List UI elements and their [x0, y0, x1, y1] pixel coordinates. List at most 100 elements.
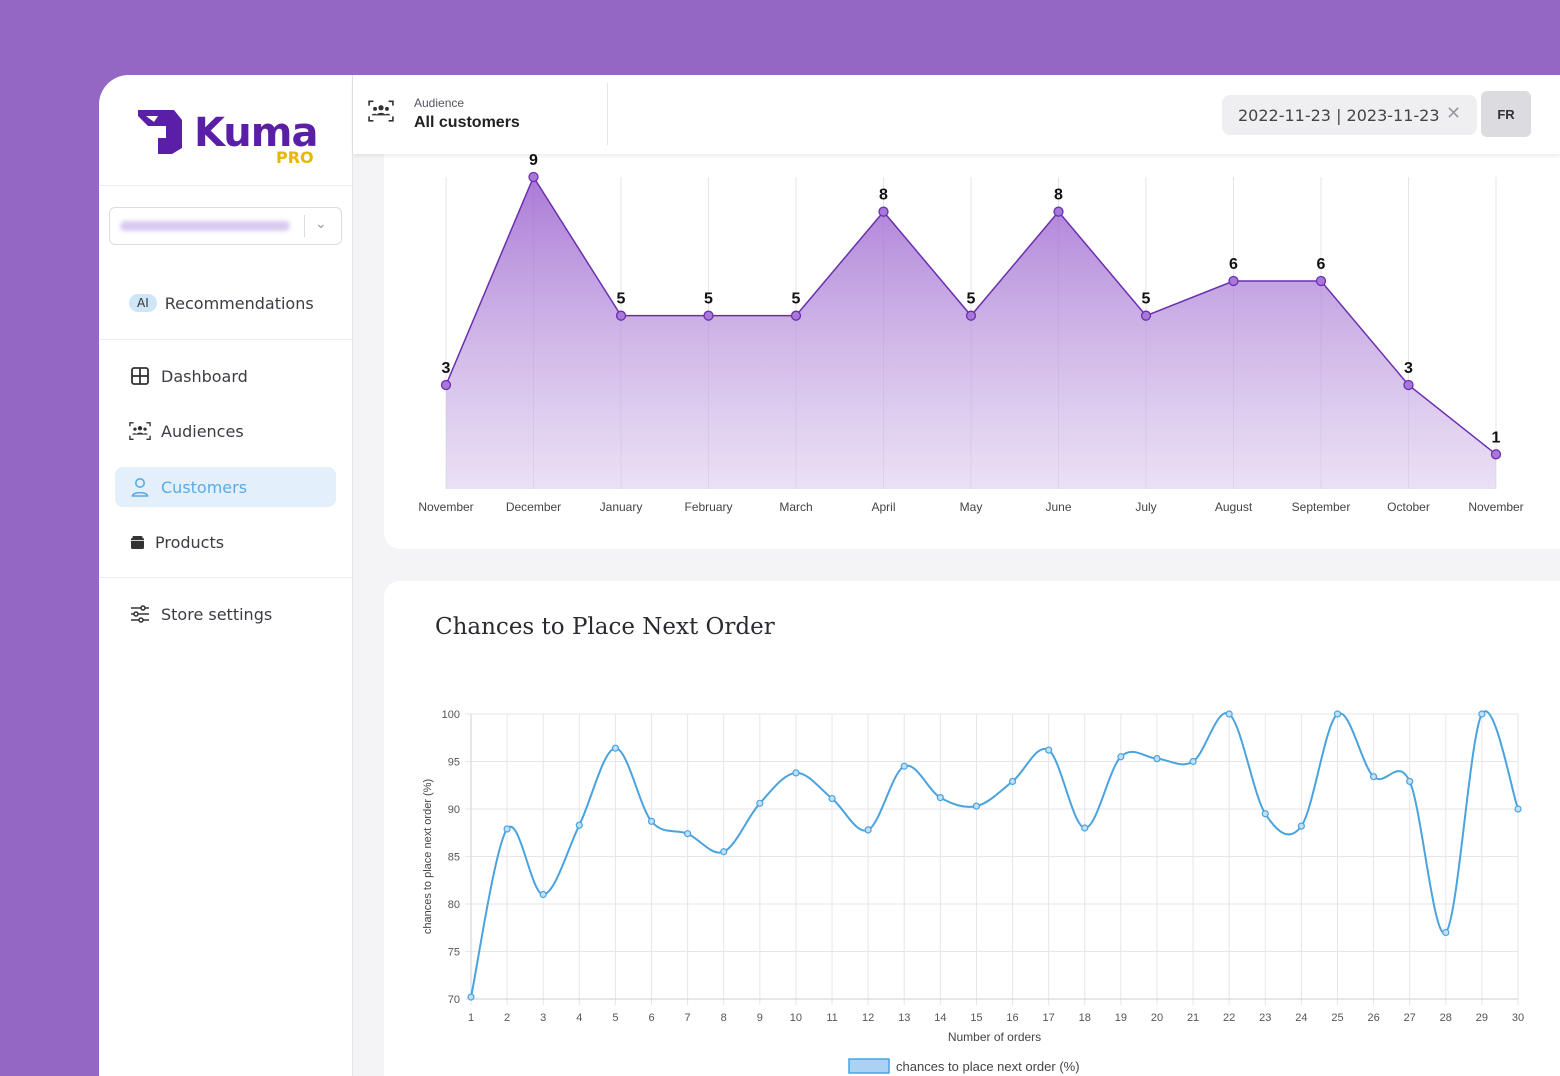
- data-point: [503, 825, 511, 833]
- data-point: [1403, 379, 1414, 391]
- data-point: [1008, 777, 1017, 786]
- data-point: [1406, 777, 1414, 786]
- y-tick-label: 75: [448, 947, 460, 959]
- x-tick-label: October: [1387, 500, 1430, 514]
- sidebar-item-store-settings[interactable]: Store settings: [115, 594, 336, 634]
- language-button[interactable]: FR: [1481, 91, 1531, 137]
- x-tick-label: November: [1468, 500, 1523, 514]
- x-tick-label: 23: [1259, 1012, 1271, 1024]
- ai-badge: AI: [129, 294, 157, 312]
- x-tick-label: January: [600, 500, 643, 514]
- sidebar-item-dashboard[interactable]: Dashboard: [115, 356, 336, 396]
- x-tick-label: 9: [757, 1012, 763, 1024]
- x-tick-label: 20: [1151, 1012, 1163, 1024]
- legend-swatch: [848, 1058, 890, 1074]
- top-bar: Audience All customers 2022-11-23 | 2023…: [353, 75, 1560, 154]
- x-tick-label: November: [418, 500, 473, 514]
- sidebar-item-label: Customers: [161, 477, 248, 497]
- close-icon[interactable]: ✕: [1446, 103, 1462, 123]
- x-tick-label: 24: [1295, 1012, 1307, 1024]
- x-tick-label: December: [506, 500, 561, 514]
- x-axis-label: Number of orders: [948, 1030, 1041, 1044]
- divider: [304, 215, 305, 237]
- data-point: [539, 890, 547, 899]
- data-label: 6: [1317, 256, 1326, 273]
- x-tick-label: 2: [504, 1012, 510, 1024]
- y-tick-label: 90: [448, 804, 460, 816]
- data-point: [1117, 753, 1125, 761]
- x-tick-label: 12: [862, 1012, 874, 1024]
- area-fill: [446, 177, 1496, 489]
- audience-selector[interactable]: All customers: [414, 114, 520, 131]
- data-label: 5: [617, 291, 626, 308]
- x-tick-label: 1: [468, 1012, 474, 1024]
- data-point: [1514, 805, 1522, 813]
- data-point: [575, 821, 583, 829]
- x-tick-label: 26: [1367, 1012, 1379, 1024]
- divider: [99, 577, 352, 578]
- data-label: 8: [1054, 187, 1063, 204]
- y-tick-label: 100: [442, 709, 460, 721]
- x-tick-label: 10: [790, 1012, 802, 1024]
- data-label: 5: [1142, 291, 1151, 308]
- x-tick-label: 21: [1187, 1012, 1199, 1024]
- audience-label: Audience: [414, 96, 465, 110]
- divider: [99, 339, 352, 340]
- sidebar-item-label: Dashboard: [161, 366, 248, 386]
- data-point: [1189, 757, 1197, 766]
- sidebar-item-customers[interactable]: Customers: [115, 467, 336, 507]
- brand-name: Kuma: [194, 110, 318, 156]
- divider: [607, 83, 608, 145]
- dashboard-icon: [129, 365, 151, 387]
- data-point: [878, 206, 889, 217]
- data-point: [440, 379, 452, 391]
- sidebar-item-products[interactable]: Products: [115, 522, 336, 562]
- kuma-logo-icon: [138, 110, 182, 154]
- data-label: 9: [529, 152, 538, 169]
- data-point: [1053, 206, 1064, 217]
- sidebar-item-audiences[interactable]: Audiences: [115, 411, 336, 451]
- sidebar-item-label: Products: [155, 532, 225, 552]
- audiences-icon: [129, 420, 151, 442]
- data-point: [611, 744, 620, 752]
- data-point: [1228, 275, 1239, 287]
- user-icon: [129, 476, 151, 498]
- sliders-icon: [129, 603, 151, 625]
- x-tick-label: 16: [1006, 1012, 1018, 1024]
- data-point: [615, 310, 627, 321]
- monthly-area-chart: 3 November 9 December 5 January 5 February 5 Marc…: [418, 152, 1523, 514]
- x-tick-label: 14: [934, 1012, 946, 1024]
- x-tick-label: 27: [1404, 1012, 1416, 1024]
- x-tick-label: 4: [576, 1012, 582, 1024]
- data-point: [756, 799, 764, 807]
- date-range-value: 2022-11-23 | 2023-11-23: [1238, 106, 1440, 125]
- x-tick-label: March: [779, 500, 812, 514]
- data-point: [1081, 824, 1089, 832]
- app-window: Kuma PRO ⌄ AI Recommendations Dashboard …: [99, 75, 1560, 1076]
- data-point: [1045, 746, 1053, 754]
- x-tick-label: 6: [648, 1012, 654, 1024]
- x-tick-label: 18: [1079, 1012, 1091, 1024]
- x-tick-label: April: [871, 500, 895, 514]
- date-range-picker[interactable]: 2022-11-23 | 2023-11-23 ✕: [1222, 95, 1477, 135]
- x-tick-label: May: [960, 500, 983, 514]
- x-tick-label: June: [1045, 500, 1071, 514]
- data-point: [936, 794, 944, 802]
- y-tick-label: 80: [448, 899, 460, 911]
- x-tick-label: 17: [1043, 1012, 1055, 1024]
- data-point: [1153, 755, 1161, 763]
- sidebar-item-recommendations[interactable]: AI Recommendations: [115, 283, 336, 323]
- brand-logo[interactable]: Kuma PRO: [136, 108, 326, 168]
- audiences-icon: [368, 100, 394, 127]
- data-point: [1261, 810, 1269, 818]
- store-selector[interactable]: ⌄: [109, 207, 342, 245]
- divider: [99, 185, 352, 186]
- data-point: [1490, 449, 1502, 460]
- y-axis-label: chances to place next order (%): [422, 779, 434, 934]
- data-label: 8: [879, 187, 888, 204]
- x-tick-label: 30: [1512, 1012, 1524, 1024]
- data-point: [1478, 710, 1486, 718]
- legend-label: chances to place next order (%): [896, 1059, 1080, 1074]
- data-point: [1225, 710, 1233, 718]
